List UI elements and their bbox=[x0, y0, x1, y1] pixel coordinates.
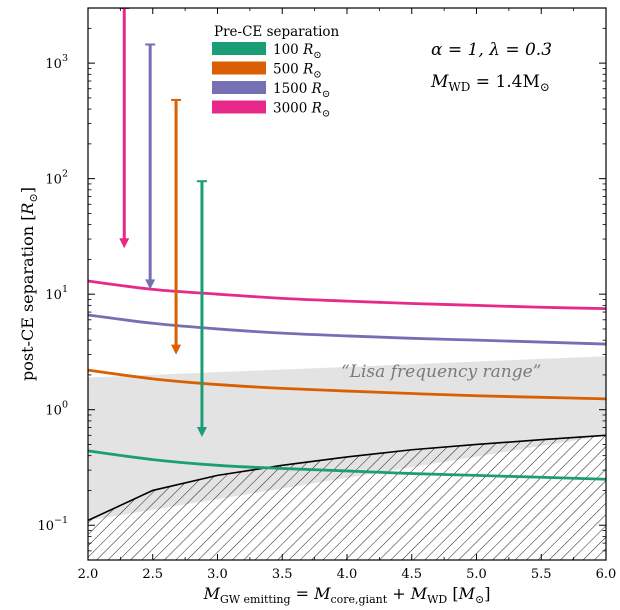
x-tick-label: 5.5 bbox=[531, 567, 552, 582]
y-tick-label: 100 bbox=[45, 400, 68, 419]
legend: Pre-CE separation 100 R⊙500 R⊙1500 R⊙300… bbox=[212, 24, 340, 120]
x-axis-title: MGW emitting = Mcore,giant + MWD [M⊙] bbox=[203, 584, 491, 606]
arrow-head-500 bbox=[171, 344, 182, 355]
excluded-boundary-line bbox=[88, 434, 606, 522]
arrow-head-3000 bbox=[119, 238, 130, 249]
params-annotation: α = 1, λ = 0.3 bbox=[431, 40, 552, 60]
lisa-label: “Lisa frequency range” bbox=[341, 362, 541, 382]
legend-label-1500: 1500 R⊙ bbox=[273, 81, 330, 100]
arrow-head-100 bbox=[196, 427, 207, 438]
legend-swatch-100 bbox=[212, 42, 266, 55]
arrow-head-1500 bbox=[145, 279, 156, 290]
x-tick-label: 3.5 bbox=[272, 567, 293, 582]
x-tick-label: 4.0 bbox=[337, 567, 358, 582]
series-line-500 bbox=[88, 368, 606, 401]
legend-title: Pre-CE separation bbox=[214, 24, 340, 40]
y-axis-title: post-CE separation [R⊙] bbox=[18, 187, 40, 381]
legend-label-3000: 3000 R⊙ bbox=[273, 101, 330, 120]
x-tick-label: 4.5 bbox=[401, 567, 422, 582]
legend-swatch-500 bbox=[212, 61, 266, 75]
y-tick-label: 102 bbox=[45, 169, 68, 188]
excluded-region bbox=[88, 435, 606, 560]
y-tick-label: 103 bbox=[45, 53, 68, 72]
series-line-1500 bbox=[88, 313, 606, 346]
legend-label-500: 500 R⊙ bbox=[273, 62, 322, 81]
axes: 2.0 2.5 3.0 3.5 4.0 4.5 5.0 5.5 6.0 10−1 100 101 102… bbox=[37, 7, 617, 582]
y-tick-label: 101 bbox=[45, 284, 68, 303]
series-line-100 bbox=[88, 449, 606, 481]
x-tick-label: 2.5 bbox=[142, 567, 163, 582]
x-tick-label: 2.0 bbox=[78, 567, 99, 582]
mwd-annotation: MWD = 1.4M⊙ bbox=[430, 72, 550, 94]
legend-swatch-3000 bbox=[212, 100, 266, 114]
series-line-3000 bbox=[88, 279, 606, 311]
y-tick-label: 10−1 bbox=[37, 515, 68, 534]
x-tick-label: 5.0 bbox=[466, 567, 487, 582]
legend-label-100: 100 R⊙ bbox=[273, 42, 322, 61]
legend-swatch-1500 bbox=[212, 81, 266, 94]
plot-area bbox=[88, 8, 606, 560]
x-tick-label: 6.0 bbox=[596, 567, 617, 582]
x-tick-label: 3.0 bbox=[207, 567, 228, 582]
